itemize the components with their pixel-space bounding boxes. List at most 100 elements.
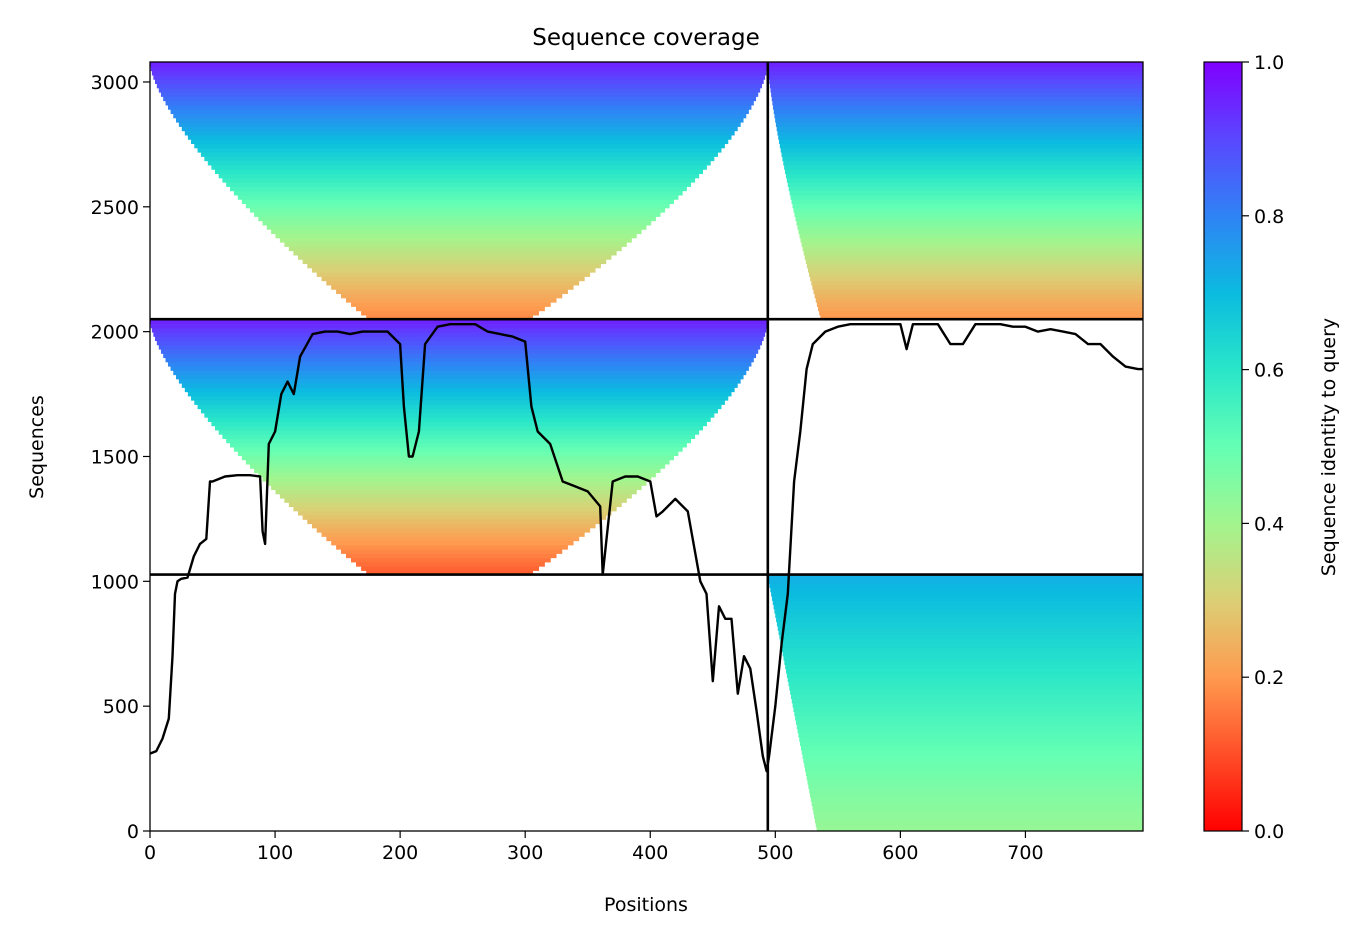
x-tick-label: 600	[882, 842, 918, 864]
heatmap-row	[814, 293, 1143, 299]
heatmap-row	[781, 642, 1143, 648]
heatmap-row	[254, 212, 661, 217]
heatmap-row	[802, 754, 1143, 759]
heatmap-row	[184, 387, 735, 393]
heatmap-row	[775, 122, 1143, 127]
heatmap-row	[786, 177, 1143, 183]
heatmap-row	[787, 677, 1143, 683]
heatmap-row	[787, 182, 1143, 187]
heatmap-row	[204, 156, 715, 162]
heatmap-row	[170, 109, 749, 115]
heatmap-row	[279, 493, 632, 499]
heatmap-row	[163, 96, 757, 102]
colorbar-label: Sequence identity to query	[1318, 318, 1340, 576]
heatmap-row	[165, 100, 754, 106]
heatmap-row	[284, 242, 627, 247]
x-tick-label: 100	[257, 842, 293, 864]
heatmap-row	[782, 651, 1143, 657]
heatmap-row	[767, 62, 1143, 67]
heatmap-row	[222, 434, 696, 439]
heatmap-row	[207, 417, 711, 422]
heatmap-row	[774, 113, 1143, 119]
heatmap-row	[783, 160, 1143, 166]
heatmap-row	[788, 186, 1143, 192]
heatmap-row	[156, 83, 763, 89]
heatmap-row	[241, 199, 675, 205]
heatmap-row	[222, 177, 696, 183]
heatmap-row	[366, 314, 534, 320]
heatmap-row	[768, 578, 1143, 584]
heatmap-row	[809, 792, 1143, 798]
heatmap-row	[258, 472, 656, 478]
x-tick-label: 700	[1007, 842, 1043, 864]
heatmap-row	[806, 263, 1143, 269]
heatmap-row	[176, 117, 744, 123]
heatmap-row	[151, 327, 767, 333]
heatmap-row	[786, 672, 1143, 678]
heatmap-row	[211, 421, 707, 427]
heatmap-row	[361, 310, 539, 316]
heatmap-layer	[150, 62, 1143, 831]
heatmap-row	[774, 608, 1143, 614]
heatmap-row	[211, 164, 707, 170]
heatmap-row	[815, 297, 1143, 303]
heatmap-row	[321, 532, 585, 537]
heatmap-row	[802, 246, 1143, 252]
heatmap-row	[809, 272, 1143, 277]
colorbar-tick-label: 0.6	[1254, 360, 1284, 382]
heatmap-row	[770, 587, 1143, 593]
heatmap-row	[297, 254, 612, 260]
heatmap-row	[341, 293, 563, 299]
heatmap-row	[797, 224, 1143, 230]
heatmap-row	[249, 463, 666, 469]
heatmap-row	[785, 173, 1143, 179]
heatmap-row	[796, 220, 1143, 226]
heatmap-row	[307, 263, 601, 269]
heatmap-row	[783, 655, 1143, 661]
heatmap-row	[226, 182, 692, 187]
heatmap-row	[777, 130, 1143, 136]
heatmap-row	[153, 331, 766, 337]
heatmap-row	[788, 681, 1143, 687]
heatmap-row	[351, 302, 551, 307]
heatmap-row	[781, 647, 1143, 653]
heatmap-row	[813, 809, 1143, 815]
heatmap-row	[800, 741, 1143, 747]
heatmap-row	[782, 156, 1143, 162]
colorbar	[1203, 61, 1243, 832]
heatmap-row	[812, 805, 1143, 811]
heatmap-row	[187, 391, 732, 397]
heatmap-row	[158, 344, 761, 350]
heatmap-row	[150, 319, 768, 325]
heatmap-row	[801, 749, 1143, 755]
heatmap-row	[331, 540, 574, 546]
heatmap-row	[814, 818, 1143, 824]
heatmap-row	[795, 715, 1143, 721]
heatmap-row	[793, 707, 1143, 712]
heatmap-row	[809, 788, 1143, 794]
colorbar-tick-label: 0.0	[1254, 821, 1284, 843]
heatmap-row	[165, 357, 754, 363]
heatmap-row	[321, 276, 585, 282]
y-tick-label: 2000	[91, 322, 139, 344]
heatmap-row	[804, 254, 1143, 260]
heatmap-row	[796, 724, 1143, 730]
heatmap-row	[804, 762, 1143, 768]
heatmap-row	[307, 519, 601, 525]
heatmap-row	[803, 250, 1143, 256]
heatmap-row	[233, 190, 683, 196]
y-tick-label: 2500	[91, 197, 139, 219]
heatmap-row	[178, 122, 741, 127]
heatmap-row	[187, 134, 732, 140]
heatmap-row	[806, 775, 1143, 781]
heatmap-row	[777, 625, 1143, 631]
heatmap-row	[302, 259, 607, 265]
heatmap-row	[772, 600, 1143, 606]
heatmap-row	[815, 822, 1143, 828]
heatmap-row	[176, 374, 744, 380]
heatmap-row	[781, 152, 1143, 157]
heatmap-row	[805, 259, 1143, 265]
heatmap-row	[820, 314, 1143, 320]
heatmap-row	[779, 139, 1143, 145]
